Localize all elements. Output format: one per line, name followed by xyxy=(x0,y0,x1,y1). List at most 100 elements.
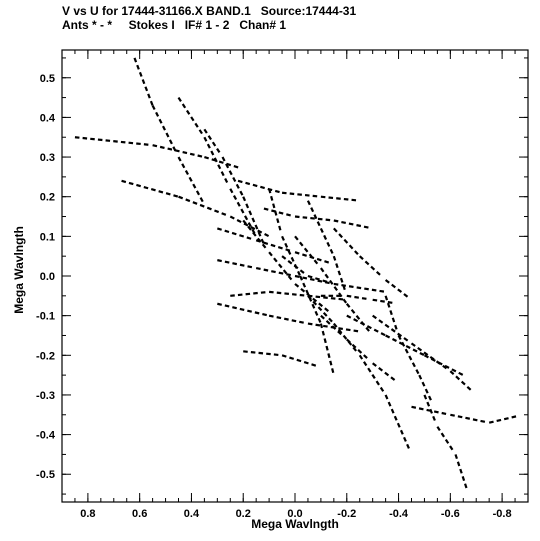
data-point xyxy=(359,321,366,326)
data-point xyxy=(426,401,431,407)
data-point xyxy=(371,374,376,380)
data-point xyxy=(218,160,224,164)
data-point xyxy=(165,132,170,138)
data-point xyxy=(343,238,349,244)
data-point xyxy=(390,328,396,333)
plot-subtitle: Ants * - * Stokes I IF# 1 - 2 Chan# 1 xyxy=(62,18,287,32)
data-point xyxy=(143,185,149,190)
data-point xyxy=(121,179,127,184)
data-point xyxy=(396,422,401,428)
data-point xyxy=(317,306,323,312)
y-tick-label: 0.3 xyxy=(40,152,55,164)
y-tick-label: 0.2 xyxy=(40,192,55,204)
data-point xyxy=(182,150,188,155)
plot-title: V vs U for 17444-31166.X BAND.1 Source:1… xyxy=(62,4,357,18)
data-point xyxy=(333,286,338,292)
data-point xyxy=(252,231,257,237)
data-point xyxy=(351,343,357,349)
data-point xyxy=(421,381,426,387)
data-point xyxy=(216,148,221,154)
data-point xyxy=(151,105,156,111)
data-point xyxy=(358,354,364,360)
data-point xyxy=(354,295,360,299)
x-tick-label: -0.4 xyxy=(389,508,409,520)
data-point xyxy=(245,203,250,209)
data-point xyxy=(337,330,342,336)
data-point xyxy=(289,356,295,360)
x-tick-label: -0.2 xyxy=(337,508,356,520)
data-point xyxy=(235,183,240,189)
data-point xyxy=(316,257,322,262)
data-point xyxy=(428,395,432,401)
data-point xyxy=(262,313,267,317)
data-point xyxy=(324,260,330,264)
data-point xyxy=(333,219,339,223)
data-point xyxy=(318,302,324,308)
data-point xyxy=(244,215,249,221)
y-tick-label: -0.1 xyxy=(36,311,55,323)
data-point xyxy=(286,213,291,217)
x-axis-label: Mega Wavlngth xyxy=(251,517,339,531)
data-point xyxy=(225,163,230,169)
data-point xyxy=(311,363,317,367)
data-point xyxy=(384,323,390,329)
data-point xyxy=(323,234,328,240)
data-point xyxy=(372,298,378,302)
data-point xyxy=(294,251,300,255)
data-point xyxy=(339,277,344,283)
data-point xyxy=(325,320,331,325)
data-point xyxy=(403,436,407,442)
data-point xyxy=(385,334,391,339)
data-point xyxy=(309,278,315,282)
data-point xyxy=(297,270,301,276)
data-point xyxy=(449,445,454,451)
data-point xyxy=(415,369,420,375)
data-point xyxy=(363,361,368,367)
data-point xyxy=(247,265,253,269)
data-point xyxy=(147,93,151,99)
data-point xyxy=(178,195,184,200)
data-point xyxy=(384,394,389,400)
data-point xyxy=(317,317,322,323)
data-point xyxy=(278,211,284,215)
data-point xyxy=(239,190,244,196)
y-tick-label: 0.1 xyxy=(40,231,55,243)
axis-ticks: 0.8 0.6 0.4 0.2 0.0 -0.2 -0.4 -0.6 -0.8 0.5 0.4 0.3… xyxy=(36,50,528,520)
data-point xyxy=(257,231,262,237)
data-point xyxy=(335,263,339,269)
data-point xyxy=(357,349,363,354)
data-point xyxy=(242,196,247,202)
data-point xyxy=(286,273,291,277)
data-point xyxy=(390,408,395,414)
data-point xyxy=(255,239,261,243)
data-point xyxy=(211,141,217,147)
data-point xyxy=(273,257,278,263)
data-point xyxy=(159,145,165,149)
data-point xyxy=(287,275,293,281)
data-point xyxy=(158,190,164,194)
data-point xyxy=(136,64,140,70)
data-point xyxy=(419,352,425,357)
data-point xyxy=(451,368,457,373)
data-point xyxy=(274,189,280,194)
data-point xyxy=(133,57,138,63)
data-point xyxy=(190,116,195,122)
data-point xyxy=(444,438,450,444)
data-point xyxy=(391,283,396,289)
data-point xyxy=(322,311,328,317)
data-point xyxy=(192,183,197,189)
data-point xyxy=(391,317,396,323)
data-point xyxy=(353,318,359,323)
x-tick-label: 0.4 xyxy=(184,508,200,520)
data-point xyxy=(128,181,134,186)
data-point xyxy=(364,260,370,266)
data-point xyxy=(418,407,424,411)
data-point xyxy=(424,388,429,394)
data-point xyxy=(403,293,409,298)
data-point xyxy=(232,306,237,310)
data-point xyxy=(138,71,143,77)
data-point xyxy=(361,297,367,300)
data-point xyxy=(397,288,403,293)
data-point xyxy=(324,307,329,312)
